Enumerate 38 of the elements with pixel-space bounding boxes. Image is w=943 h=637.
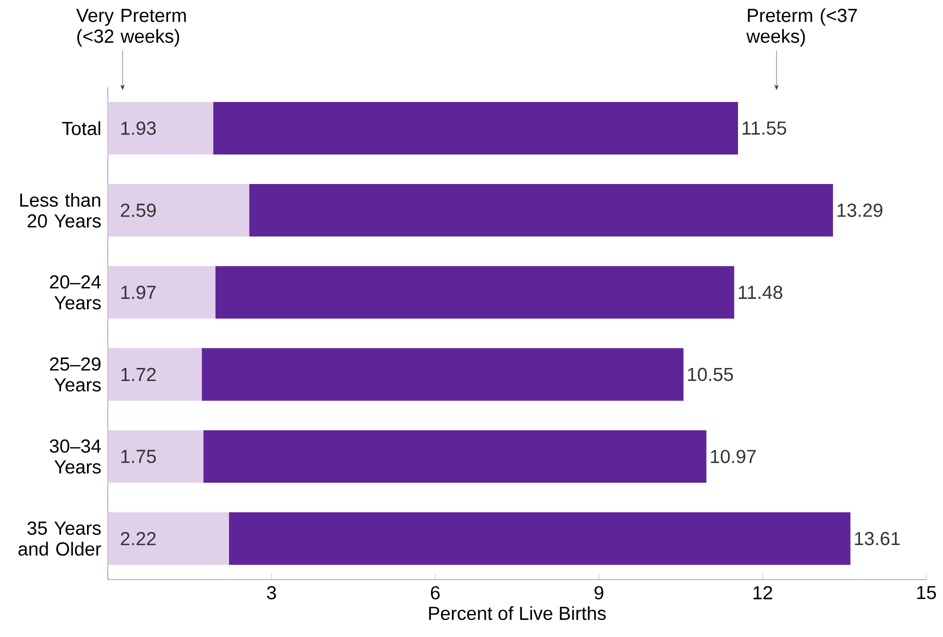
y-tick-label: 25–29 Years: [50, 357, 101, 392]
x-tick-label: 3: [267, 586, 276, 600]
total-label: 13.29: [838, 204, 882, 217]
bar: [108, 102, 214, 154]
bar: [108, 266, 216, 319]
data-label: 2.59: [120, 204, 156, 217]
bar: [228, 512, 850, 565]
text: Very Preterm (<32 weeks): [76, 8, 186, 47]
data-label: 1.72: [121, 368, 156, 381]
data-label: 1.97: [121, 286, 156, 299]
bar: [108, 430, 204, 483]
y-tick-label: Less than 20 Years: [20, 192, 101, 228]
y-tick-label: Total: [62, 121, 100, 136]
x-axis-title: Percent of Live Births: [429, 606, 606, 620]
bar: [203, 430, 706, 483]
total-label: 11.55: [742, 122, 786, 135]
bar: [108, 512, 229, 565]
data-label: 1.75: [121, 450, 156, 464]
y-tick-label: 20–24 Years: [50, 275, 101, 310]
x-tick-label: 12: [754, 586, 772, 600]
total-label: 10.55: [688, 368, 733, 382]
y-tick-label: 30–34 Years: [50, 439, 101, 474]
bar: [202, 348, 684, 401]
x-tick-label: 15: [917, 586, 936, 600]
bar: [213, 102, 738, 154]
bar: [249, 184, 833, 237]
data-label: 1.93: [121, 122, 156, 135]
data-label: 2.22: [120, 532, 156, 546]
x-tick-label: 9: [594, 586, 604, 600]
total-label: 11.48: [738, 286, 782, 299]
text: Preterm (<37 weeks): [746, 8, 857, 47]
x-tick-label: 6: [430, 586, 440, 600]
bar: [108, 348, 202, 401]
bar: [215, 266, 734, 319]
total-label: 10.97: [711, 450, 756, 464]
y-tick-label: 35 Years and Older: [18, 521, 102, 556]
bar: [108, 184, 250, 237]
total-label: 13.61: [855, 532, 900, 546]
